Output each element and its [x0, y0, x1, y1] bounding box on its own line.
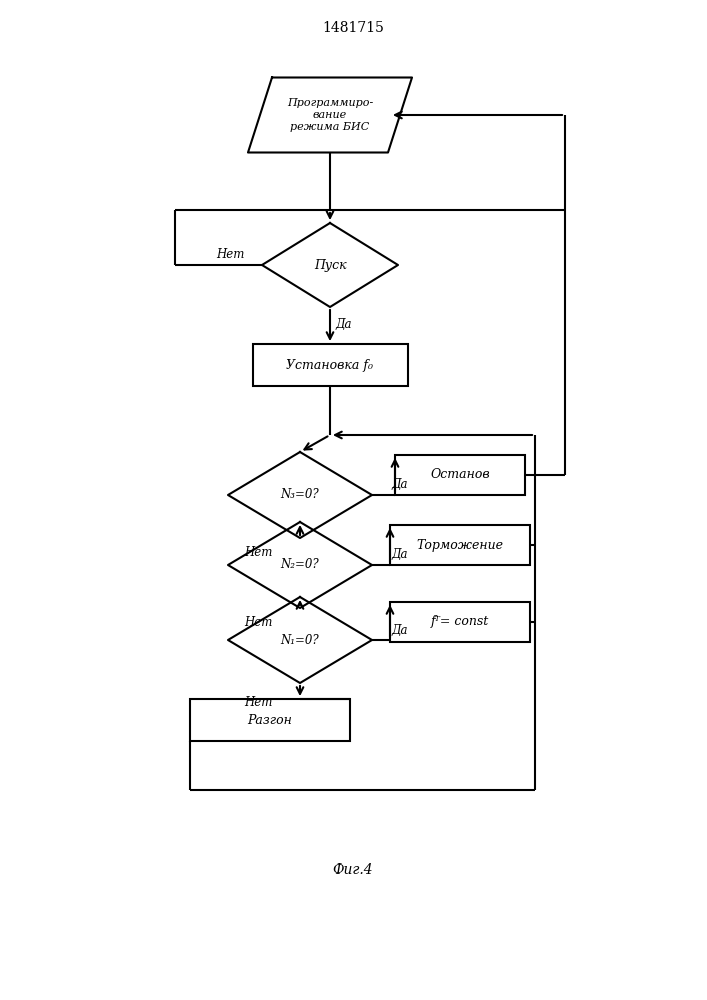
Text: Фиг.4: Фиг.4 — [333, 863, 373, 877]
Text: Да: Да — [392, 624, 408, 637]
Bar — [252, 344, 407, 386]
Text: Да: Да — [392, 548, 408, 562]
Text: N₃=0?: N₃=0? — [281, 488, 320, 502]
Text: Пуск: Пуск — [314, 258, 346, 271]
Text: Нет: Нет — [244, 696, 272, 710]
Bar — [390, 602, 530, 642]
Text: Нет: Нет — [216, 248, 244, 261]
Text: Нет: Нет — [244, 546, 272, 560]
Bar — [190, 699, 350, 741]
Text: N₂=0?: N₂=0? — [281, 558, 320, 572]
Bar — [395, 455, 525, 495]
Text: Разгон: Разгон — [247, 714, 293, 726]
Text: Установка f₀: Установка f₀ — [286, 359, 373, 371]
Text: Да: Да — [392, 479, 408, 491]
Text: Да: Да — [336, 318, 352, 332]
Text: Останов: Останов — [430, 468, 490, 482]
Text: Нет: Нет — [244, 616, 272, 630]
Text: Торможение: Торможение — [416, 538, 503, 552]
Bar — [390, 525, 530, 565]
Text: fᵀ= const: fᵀ= const — [431, 615, 489, 629]
Text: Программиро-
вание
режима БИС: Программиро- вание режима БИС — [287, 98, 373, 132]
Text: N₁=0?: N₁=0? — [281, 634, 320, 647]
Text: 1481715: 1481715 — [322, 21, 384, 35]
